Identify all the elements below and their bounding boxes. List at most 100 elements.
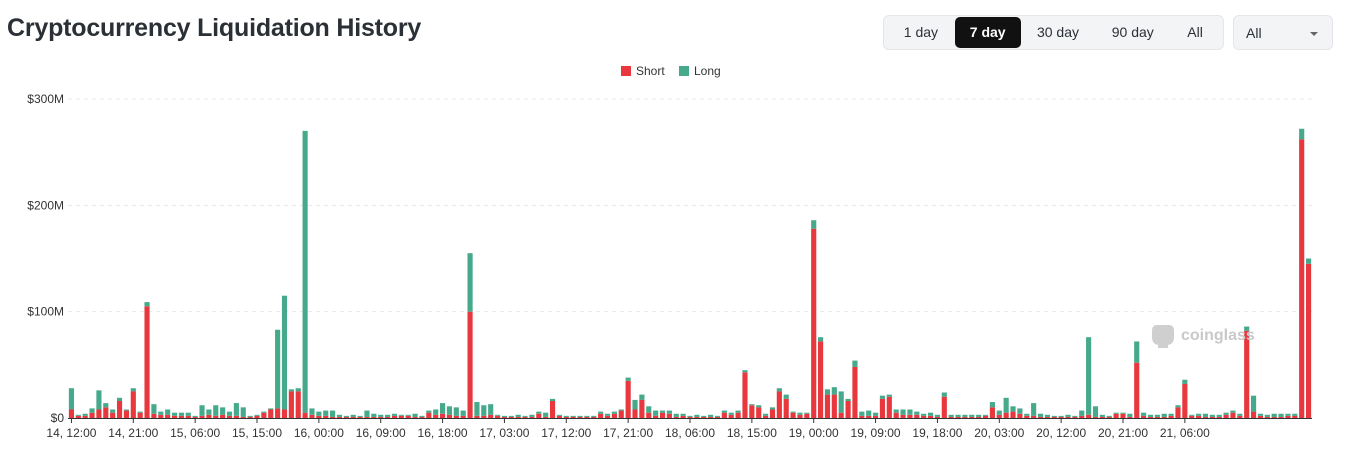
bar-short[interactable] (1182, 383, 1188, 418)
range-7-day-button[interactable]: 7 day (954, 17, 1021, 48)
bar-short[interactable] (529, 416, 535, 418)
bar-short[interactable] (687, 416, 693, 418)
bar-long[interactable] (116, 397, 123, 401)
bar-long[interactable] (763, 413, 769, 416)
bar-long[interactable] (385, 414, 391, 417)
bar-long[interactable] (955, 414, 961, 417)
bar-long[interactable] (488, 404, 494, 415)
bar-short[interactable] (343, 416, 349, 418)
bar-long[interactable] (1017, 408, 1023, 414)
bar-short[interactable] (240, 416, 246, 418)
bar-long[interactable] (1058, 415, 1064, 417)
bar-long[interactable] (598, 411, 604, 414)
bar-long[interactable] (611, 411, 617, 414)
bar-long[interactable] (1175, 405, 1181, 408)
bar-long[interactable] (440, 403, 446, 414)
legend-item-short[interactable]: Short (621, 64, 665, 78)
bar-short[interactable] (1065, 416, 1071, 418)
coin-select[interactable]: All (1233, 15, 1333, 50)
bar-long[interactable] (199, 405, 205, 416)
bar-short[interactable] (1031, 415, 1037, 418)
bar-short[interactable] (1147, 416, 1154, 418)
bar-short[interactable] (563, 416, 569, 418)
bar-long[interactable] (549, 398, 556, 401)
bar-short[interactable] (1134, 362, 1140, 418)
bar-short[interactable] (165, 414, 171, 418)
bar-long[interactable] (171, 412, 178, 416)
bar-long[interactable] (515, 414, 521, 417)
bar-long[interactable] (721, 410, 727, 413)
bar-short[interactable] (474, 415, 480, 418)
bar-long[interactable] (1237, 413, 1243, 416)
bar-long[interactable] (350, 414, 356, 417)
bar-long[interactable] (123, 409, 129, 411)
bar-long[interactable] (852, 360, 858, 367)
bar-short[interactable] (467, 311, 473, 418)
bar-long[interactable] (543, 412, 549, 417)
bar-long[interactable] (240, 407, 246, 417)
bar-long[interactable] (996, 410, 1002, 415)
bar-long[interactable] (261, 411, 267, 413)
bar-long[interactable] (735, 410, 741, 413)
bar-short[interactable] (763, 415, 769, 418)
bar-short[interactable] (385, 416, 391, 418)
bar-long[interactable] (604, 413, 611, 416)
bar-short[interactable] (1237, 415, 1243, 418)
bar-short[interactable] (1099, 416, 1105, 418)
bar-long[interactable] (1264, 414, 1270, 417)
bar-long[interactable] (1292, 413, 1298, 416)
bar-long[interactable] (1037, 413, 1044, 417)
bar-short[interactable] (824, 394, 831, 418)
bar-long[interactable] (137, 411, 143, 413)
bar-long[interactable] (1051, 415, 1057, 417)
bar-long[interactable] (818, 337, 824, 342)
bar-long[interactable] (233, 403, 239, 416)
bar-short[interactable] (460, 415, 466, 418)
bar-long[interactable] (866, 410, 872, 416)
bar-long[interactable] (268, 408, 274, 410)
bar-long[interactable] (659, 410, 666, 413)
bar-long[interactable] (625, 377, 631, 381)
bar-short[interactable] (206, 414, 212, 418)
bar-short[interactable] (694, 416, 700, 418)
bar-short[interactable] (1017, 413, 1023, 418)
bar-short[interactable] (1106, 416, 1112, 418)
bar-short[interactable] (831, 394, 837, 418)
range-1-day-button[interactable]: 1 day (903, 24, 939, 40)
bar-short[interactable] (955, 416, 961, 418)
bar-short[interactable] (1223, 414, 1229, 418)
bar-long[interactable] (302, 130, 308, 413)
bar-short[interactable] (275, 408, 281, 418)
bar-long[interactable] (914, 411, 920, 415)
bar-short[interactable] (708, 416, 714, 418)
bar-short[interactable] (391, 415, 398, 418)
bar-long[interactable] (941, 392, 947, 397)
bar-long[interactable] (1161, 413, 1167, 417)
bar-short[interactable] (811, 228, 817, 418)
bar-short[interactable] (1086, 414, 1092, 418)
bar-long[interactable] (1031, 403, 1037, 416)
bar-long[interactable] (1223, 412, 1229, 415)
bar-short[interactable] (440, 413, 446, 418)
bar-long[interactable] (776, 388, 782, 392)
bar-long[interactable] (1106, 415, 1112, 417)
bar-short[interactable] (927, 415, 934, 418)
range-90-day-button[interactable]: 90 day (1111, 24, 1154, 40)
bar-long[interactable] (288, 389, 294, 392)
bar-short[interactable] (522, 416, 528, 418)
bar-long[interactable] (756, 405, 762, 408)
bar-long[interactable] (1141, 412, 1147, 416)
bar-short[interactable] (639, 399, 645, 418)
bar-short[interactable] (790, 412, 796, 418)
bar-long[interactable] (316, 411, 322, 416)
bar-short[interactable] (1120, 413, 1126, 418)
bar-short[interactable] (721, 412, 727, 418)
bar-long[interactable] (536, 411, 542, 414)
bar-short[interactable] (481, 415, 487, 418)
bar-long[interactable] (275, 329, 281, 409)
bar-short[interactable] (735, 412, 741, 418)
bar-long[interactable] (701, 415, 707, 417)
bar-long[interactable] (357, 415, 363, 417)
bar-long[interactable] (1202, 413, 1209, 417)
bar-long[interactable] (220, 407, 226, 415)
